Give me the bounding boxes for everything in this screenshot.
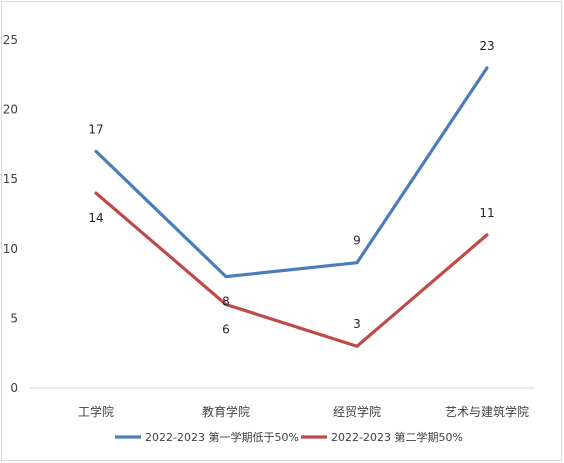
y-tick-label: 10 xyxy=(3,242,18,256)
data-label-group: 17 8 9 23 14 6 3 11 xyxy=(88,39,494,337)
y-tick-label: 5 xyxy=(10,311,18,325)
data-label: 17 xyxy=(88,122,103,136)
data-label: 3 xyxy=(353,317,361,331)
data-label: 23 xyxy=(479,39,494,53)
data-label: 14 xyxy=(88,211,103,225)
axis-group: 0 5 10 15 20 25 工学院 教育学院 经贸学院 艺术与建筑学院 xyxy=(3,33,535,419)
data-label: 6 xyxy=(222,322,230,336)
y-tick-label: 0 xyxy=(10,381,18,395)
data-label: 8 xyxy=(222,295,230,309)
data-label: 11 xyxy=(479,206,494,220)
x-category-label: 经贸学院 xyxy=(333,404,381,419)
legend-label-1: 2022-2023 第一学期低于50% xyxy=(145,430,299,444)
y-tick-label: 15 xyxy=(3,172,18,186)
series-line-1 xyxy=(94,66,489,279)
series-line-2 xyxy=(94,191,489,348)
y-tick-label: 20 xyxy=(3,103,18,117)
x-category-label: 艺术与建筑学院 xyxy=(445,404,529,419)
series-group xyxy=(94,66,489,348)
x-category-label: 工学院 xyxy=(78,404,114,419)
x-category-label: 教育学院 xyxy=(202,404,250,419)
legend: 2022-2023 第一学期低于50% 2022-2023 第二学期50% xyxy=(115,430,463,444)
data-label: 9 xyxy=(353,234,361,248)
legend-label-2: 2022-2023 第二学期50% xyxy=(331,430,463,444)
y-tick-label: 25 xyxy=(3,33,18,47)
